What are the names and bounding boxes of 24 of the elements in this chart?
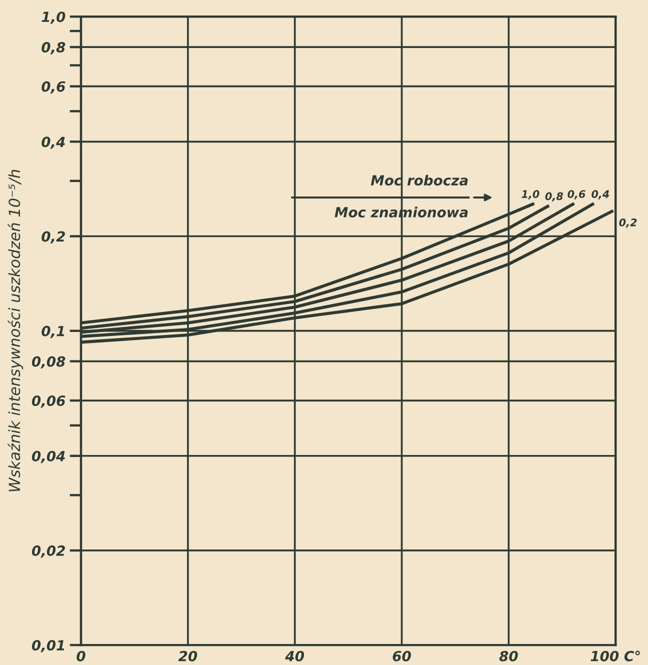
x-tick-label: 40 — [285, 650, 304, 662]
y-tick-label: 0,8 — [42, 42, 66, 54]
y-tick-label: 1,0 — [42, 12, 66, 24]
y-tick-label: 0,2 — [42, 231, 65, 244]
series-label: 1,0 — [522, 190, 540, 200]
y-tick-label: 0,08 — [32, 356, 66, 369]
x-tick-label: 0 — [76, 650, 86, 662]
series-label: 0,2 — [619, 218, 637, 228]
y-tick-label: 0,06 — [32, 396, 66, 408]
y-axis-title: Wskaźnik intensywności uszkodzeń 10⁻⁵/h — [8, 170, 24, 492]
y-tick-label: 0,1 — [42, 326, 64, 338]
y-tick-label: 0,6 — [42, 81, 66, 94]
series-label: 0,8 — [545, 192, 563, 202]
x-tick-label: 60 — [392, 650, 411, 662]
x-tick-label: 80 — [499, 650, 518, 662]
x-tick-label: 100 C° — [590, 650, 640, 662]
x-tick-label: 20 — [178, 650, 198, 662]
y-tick-label: 0,04 — [32, 450, 65, 464]
y-tick-label: 0,4 — [42, 136, 65, 149]
y-tick-label: 0,02 — [32, 545, 65, 558]
series-label: 0,6 — [568, 190, 586, 200]
y-tick-label: 0,01 — [32, 640, 64, 652]
annotation: Moc robocza — [370, 174, 468, 186]
series-label: 0,4 — [592, 190, 610, 200]
